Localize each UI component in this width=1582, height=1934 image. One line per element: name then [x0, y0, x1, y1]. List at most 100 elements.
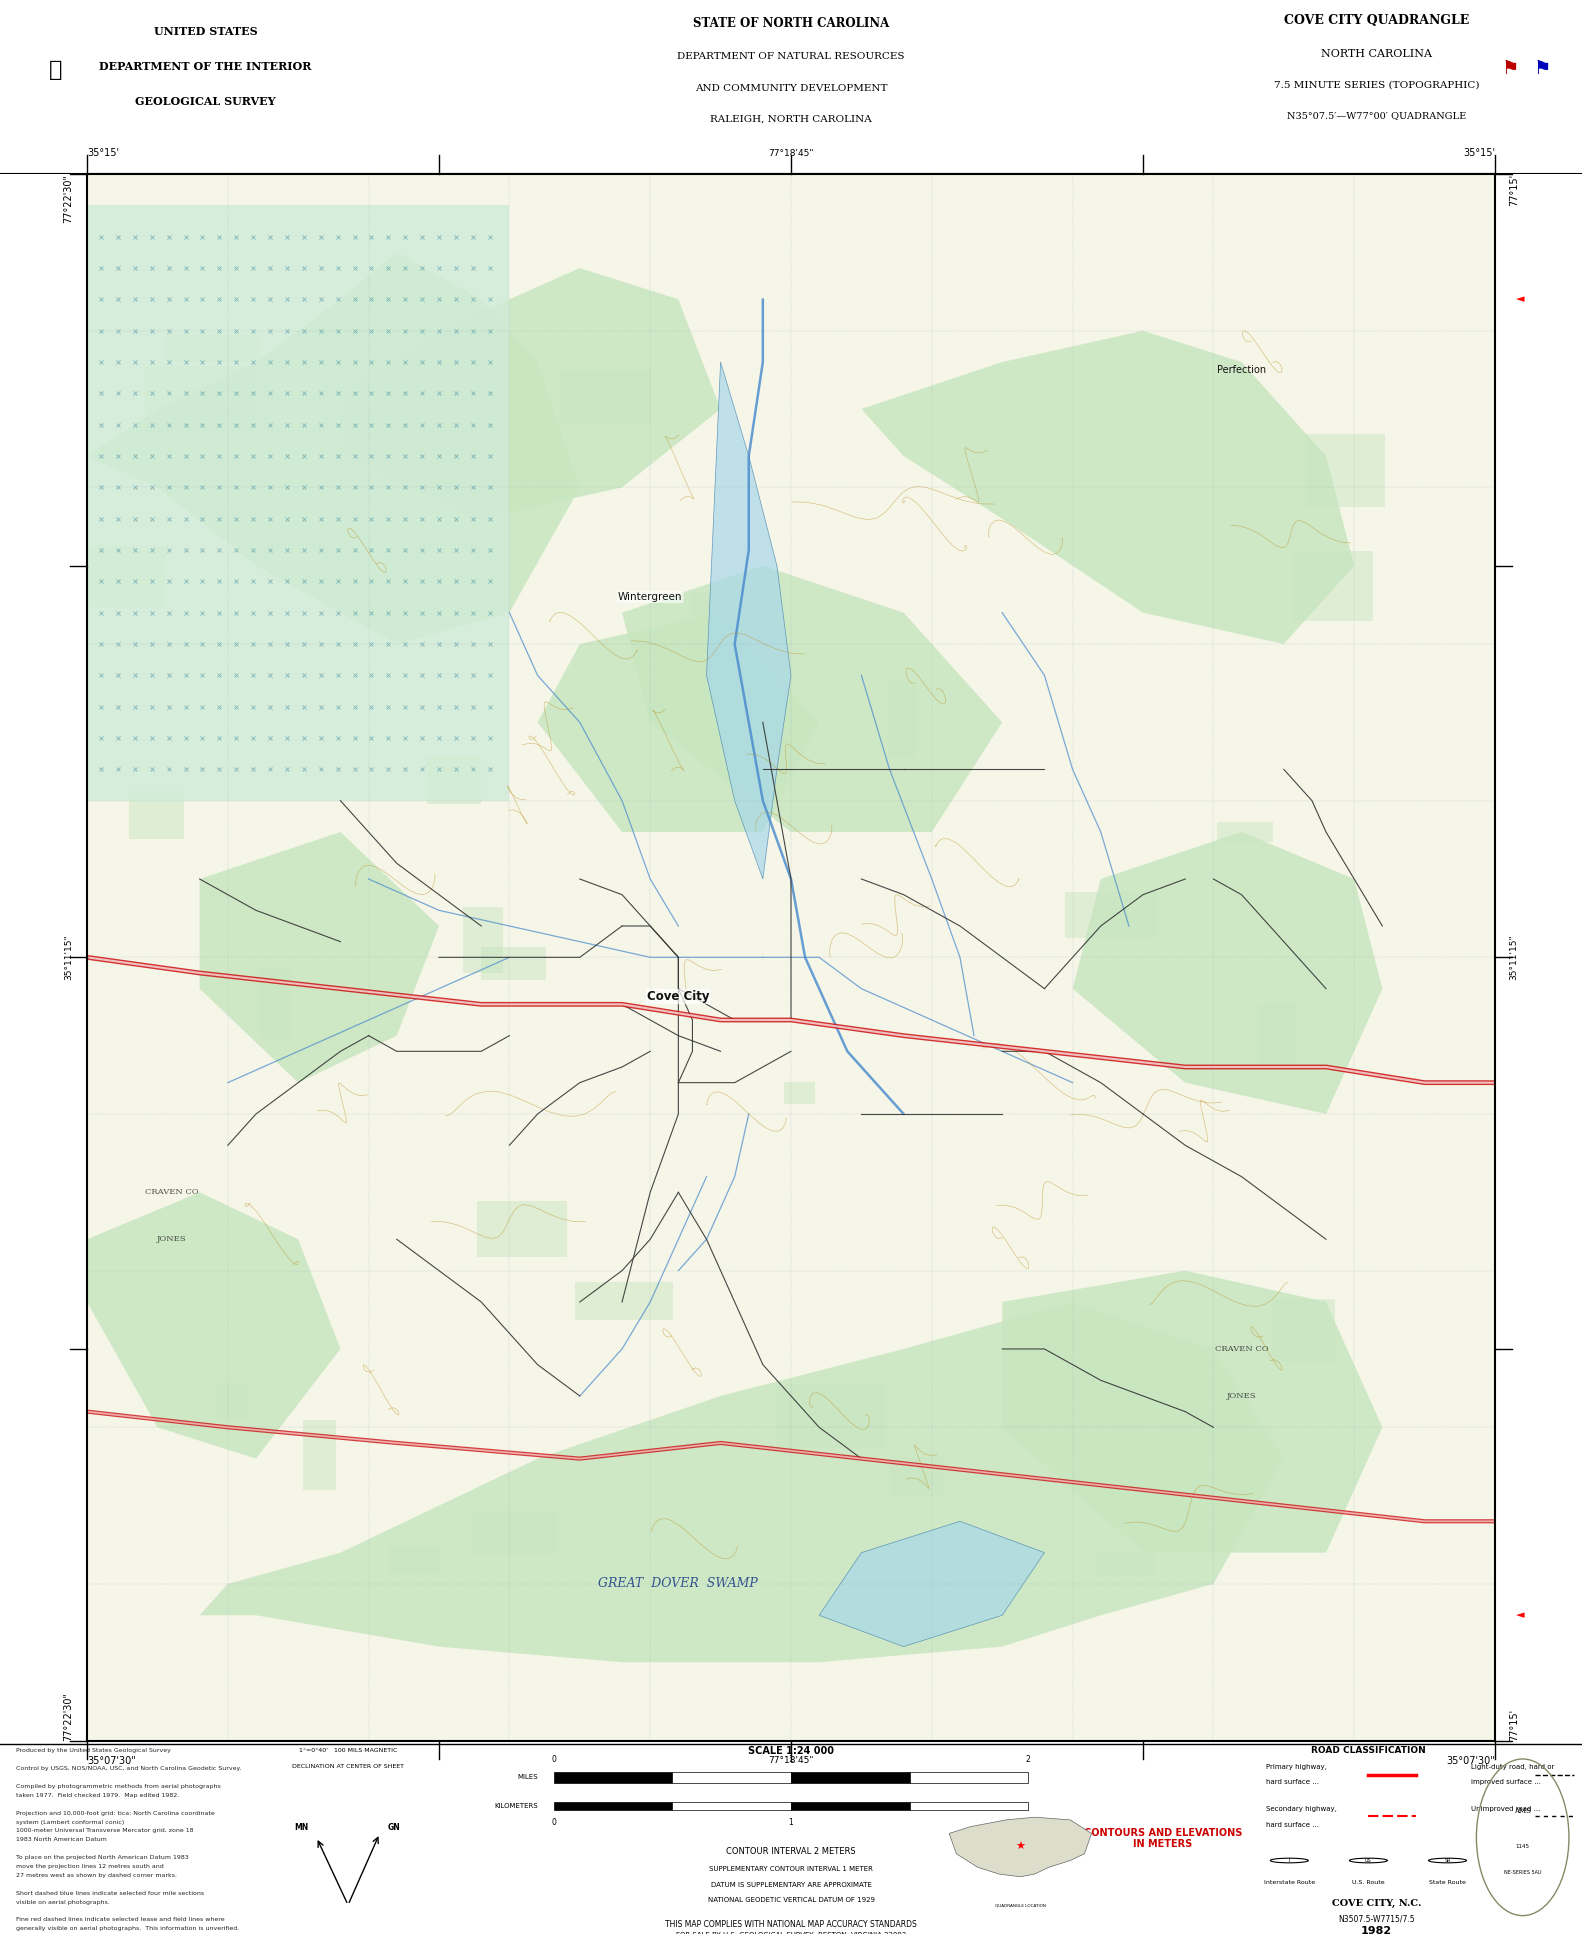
Text: DECLINATION AT CENTER OF SHEET: DECLINATION AT CENTER OF SHEET [293, 1764, 403, 1770]
Bar [464, 907, 503, 973]
Text: 2: 2 [1025, 1754, 1031, 1764]
Text: NE-SERIES 5AU: NE-SERIES 5AU [1504, 1870, 1541, 1874]
Text: Short dashed blue lines indicate selected four mile sections: Short dashed blue lines indicate selecte… [16, 1891, 204, 1895]
Text: MILES: MILES [517, 1773, 538, 1781]
Text: KILOMETERS: KILOMETERS [494, 1802, 538, 1808]
Text: US: US [1365, 1859, 1372, 1862]
Text: 1: 1 [788, 1754, 794, 1764]
Bar [215, 1383, 247, 1420]
Bar [471, 1510, 557, 1553]
Bar [1291, 551, 1373, 621]
Text: Cove City: Cove City [647, 990, 710, 1004]
Bar [785, 1081, 815, 1104]
Text: 35°15': 35°15' [1463, 149, 1495, 159]
Text: CRAVEN CO: CRAVEN CO [1215, 1344, 1269, 1354]
Text: Control by USGS, NOS/NOAA, USC, and North Carolina Geodetic Survey.: Control by USGS, NOS/NOAA, USC, and Nort… [16, 1766, 240, 1772]
Text: 35°11'15": 35°11'15" [1509, 934, 1519, 981]
Text: hard surface ...: hard surface ... [1266, 1822, 1319, 1828]
Bar [791, 1802, 910, 1810]
Text: 7.5 MINUTE SERIES (TOPOGRAPHIC): 7.5 MINUTE SERIES (TOPOGRAPHIC) [1274, 79, 1479, 89]
Polygon shape [199, 1302, 1285, 1663]
Text: Light-duty road, hard or: Light-duty road, hard or [1471, 1764, 1555, 1770]
Text: Unimproved road ...: Unimproved road ... [1471, 1806, 1541, 1812]
Bar [130, 791, 184, 839]
Polygon shape [199, 832, 440, 1083]
Bar [87, 205, 509, 801]
Polygon shape [87, 251, 581, 644]
Text: generally visible on aerial photographs.  This information is unverified.: generally visible on aerial photographs.… [16, 1926, 239, 1932]
Bar [910, 1802, 1028, 1810]
Text: GEOLOGICAL SURVEY: GEOLOGICAL SURVEY [136, 95, 275, 106]
Text: Fine red dashed lines indicate selected lease and field lines where: Fine red dashed lines indicate selected … [16, 1917, 225, 1922]
Text: ⚑: ⚑ [1501, 60, 1520, 79]
Text: DEPARTMENT OF THE INTERIOR: DEPARTMENT OF THE INTERIOR [100, 60, 312, 72]
Bar [79, 545, 166, 607]
Bar [554, 1802, 672, 1810]
Bar [1065, 892, 1158, 938]
Text: SUPPLEMENTARY CONTOUR INTERVAL 1 METER: SUPPLEMENTARY CONTOUR INTERVAL 1 METER [709, 1866, 873, 1872]
Polygon shape [340, 269, 721, 518]
Text: 0: 0 [551, 1818, 557, 1828]
Polygon shape [862, 331, 1354, 644]
Text: 1145: 1145 [1516, 1843, 1530, 1849]
Text: 77°15': 77°15' [1509, 174, 1519, 207]
Text: 77°22'30": 77°22'30" [63, 1692, 73, 1741]
Text: Compiled by photogrammetric methods from aerial photographs: Compiled by photogrammetric methods from… [16, 1783, 220, 1789]
Text: ◄: ◄ [1516, 1611, 1525, 1621]
Text: JONES: JONES [1226, 1392, 1256, 1400]
Text: RALEIGH, NORTH CAROLINA: RALEIGH, NORTH CAROLINA [710, 114, 872, 124]
Bar [1115, 1389, 1220, 1439]
Text: 35°07'30": 35°07'30" [87, 1756, 136, 1766]
Bar [146, 366, 255, 431]
Text: JONES: JONES [157, 1236, 187, 1244]
Text: 35°15': 35°15' [87, 149, 119, 159]
Text: ROAD CLASSIFICATION: ROAD CLASSIFICATION [1311, 1746, 1425, 1756]
Text: hard surface ...: hard surface ... [1266, 1779, 1319, 1785]
Bar [1307, 433, 1384, 507]
Bar [791, 1772, 910, 1783]
Bar [1272, 1300, 1335, 1362]
Text: 1: 1 [788, 1818, 794, 1828]
Text: 77°18'45": 77°18'45" [769, 149, 813, 159]
Text: UNITED STATES: UNITED STATES [153, 25, 258, 37]
Text: 🦅: 🦅 [49, 60, 62, 79]
Bar [672, 1802, 791, 1810]
Polygon shape [622, 565, 1003, 832]
Text: 1983 North American Datum: 1983 North American Datum [16, 1837, 106, 1843]
Bar [910, 1772, 1028, 1783]
Text: DEPARTMENT OF NATURAL RESOURCES: DEPARTMENT OF NATURAL RESOURCES [677, 52, 905, 62]
Text: ★: ★ [1016, 1841, 1025, 1853]
Text: improved surface ...: improved surface ... [1471, 1779, 1541, 1785]
Bar [1217, 822, 1274, 841]
Polygon shape [87, 1191, 340, 1458]
Text: CONTOURS AND ELEVATIONS
IN METERS: CONTOURS AND ELEVATIONS IN METERS [1084, 1828, 1242, 1849]
Text: Interstate Route: Interstate Route [1264, 1880, 1315, 1886]
Text: I: I [1288, 1859, 1291, 1862]
Polygon shape [707, 362, 791, 878]
Text: State Route: State Route [1429, 1880, 1467, 1886]
Text: FOR SALE BY U.S. GEOLOGICAL SURVEY, RESTON, VIRGINIA 22092: FOR SALE BY U.S. GEOLOGICAL SURVEY, REST… [676, 1932, 906, 1934]
Bar [1096, 1553, 1155, 1574]
Text: 77°18'45": 77°18'45" [769, 1756, 813, 1766]
Bar [389, 1547, 441, 1572]
Text: visible on aerial photographs.: visible on aerial photographs. [16, 1899, 109, 1905]
Bar [851, 1588, 930, 1613]
Text: ⚑: ⚑ [1533, 60, 1552, 79]
Text: 35°07'30": 35°07'30" [1446, 1756, 1495, 1766]
Text: Wintergreen: Wintergreen [619, 592, 682, 601]
Text: To place on the projected North American Datum 1983: To place on the projected North American… [16, 1855, 188, 1861]
Bar [672, 1772, 791, 1783]
Bar [259, 967, 291, 1039]
Text: SCALE 1:24 000: SCALE 1:24 000 [748, 1746, 834, 1756]
Text: Produced by the United States Geological Survey: Produced by the United States Geological… [16, 1748, 171, 1754]
Bar [777, 1385, 886, 1449]
Text: system (Lambert conformal conic): system (Lambert conformal conic) [16, 1820, 123, 1824]
Polygon shape [1003, 1271, 1383, 1553]
Text: NORTH CAROLINA: NORTH CAROLINA [1321, 48, 1432, 58]
Bar [891, 1456, 943, 1495]
Text: DATUM IS SUPPLEMENTARY ARE APPROXIMATE: DATUM IS SUPPLEMENTARY ARE APPROXIMATE [710, 1882, 872, 1888]
Text: COVE CITY, N.C.: COVE CITY, N.C. [1332, 1899, 1421, 1909]
Text: N3507.5-W7715/7.5: N3507.5-W7715/7.5 [1338, 1915, 1414, 1924]
Text: THIS MAP COMPLIES WITH NATIONAL MAP ACCURACY STANDARDS: THIS MAP COMPLIES WITH NATIONAL MAP ACCU… [664, 1920, 918, 1930]
Bar [574, 1282, 674, 1321]
